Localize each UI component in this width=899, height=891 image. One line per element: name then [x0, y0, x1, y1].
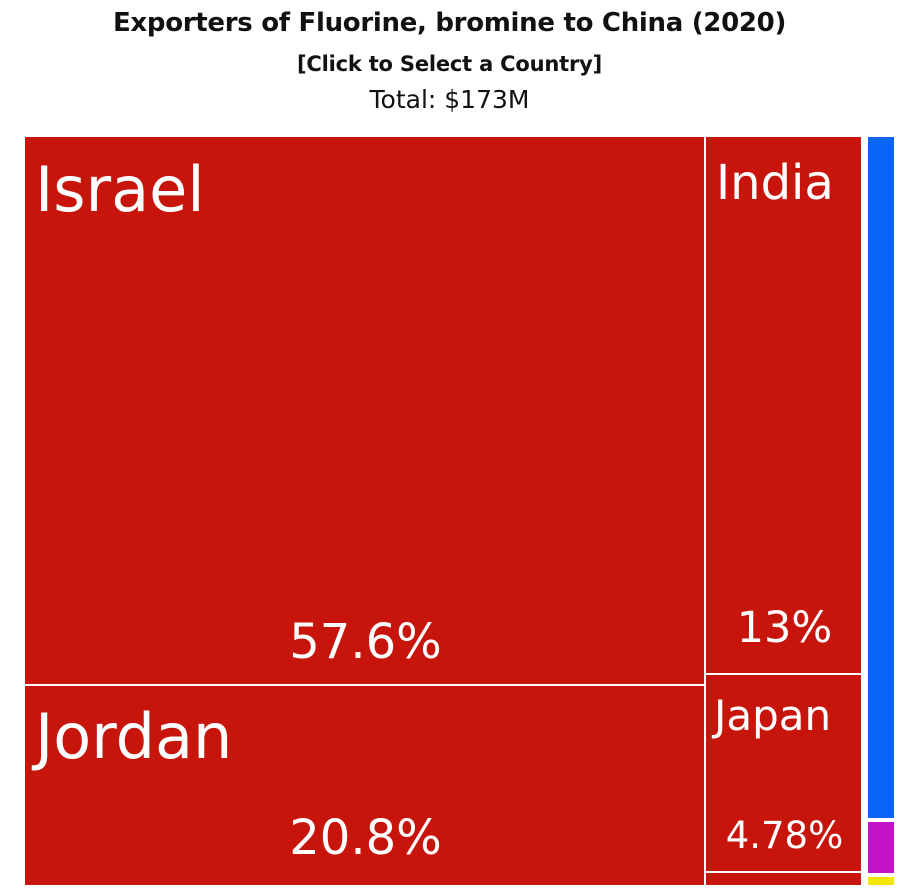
tile-jordan[interactable]: Jordan 20.8% — [25, 686, 706, 885]
tile-label-jordan: Jordan — [35, 700, 233, 773]
tile-label-india: India — [716, 155, 834, 211]
tile-israel[interactable]: Israel 57.6% — [25, 137, 706, 686]
tile-value-jordan: 20.8% — [289, 810, 442, 866]
tile-india[interactable]: India 13% — [706, 137, 863, 675]
tile-value-israel: 57.6% — [289, 614, 442, 670]
tile-north-america[interactable] — [868, 137, 894, 818]
tile-value-india: 13% — [736, 603, 833, 653]
tile-label-japan: Japan — [714, 691, 832, 740]
tile-label-israel: Israel — [35, 153, 205, 226]
select-country-link[interactable]: [Click to Select a Country] — [296, 52, 603, 76]
tile-europe[interactable] — [868, 822, 894, 873]
tile-japan[interactable]: Japan 4.78% — [706, 675, 863, 873]
tile-value-japan: 4.78% — [725, 814, 844, 857]
total-value: Total: $173M — [369, 85, 530, 114]
tile-other[interactable] — [868, 877, 894, 885]
chart-title: Exporters of Fluorine, bromine to China … — [112, 8, 787, 38]
tile-other-asia[interactable] — [706, 873, 863, 885]
